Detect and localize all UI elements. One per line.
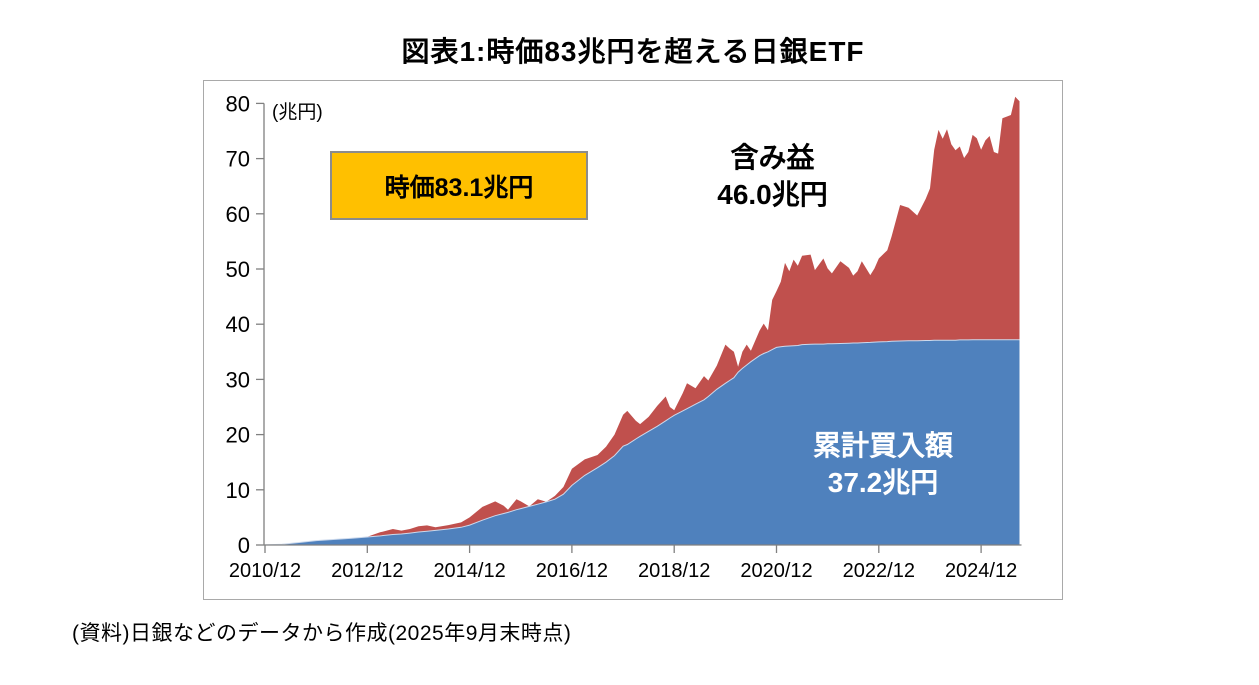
- svg-text:20: 20: [226, 423, 250, 448]
- svg-text:50: 50: [226, 257, 250, 282]
- svg-text:10: 10: [226, 478, 250, 503]
- y-axis: 0 10 20 30 40 50 60 70 80: [226, 91, 265, 558]
- svg-text:80: 80: [226, 91, 250, 116]
- svg-text:2018/12: 2018/12: [638, 560, 710, 582]
- svg-text:60: 60: [226, 202, 250, 227]
- unrealized-gain-label-line1: 含み益: [730, 142, 815, 173]
- unrealized-gain-label-line2: 46.0兆円: [717, 179, 828, 210]
- chart-frame: 0 10 20 30 40 50 60 70 80 2010/12 2012/12 2014/12 2…: [203, 80, 1063, 600]
- svg-text:2020/12: 2020/12: [740, 560, 812, 582]
- book-value-area: [265, 339, 1020, 545]
- book-value-topline: [264, 339, 1020, 546]
- svg-text:2016/12: 2016/12: [536, 560, 608, 582]
- svg-text:2022/12: 2022/12: [843, 560, 915, 582]
- svg-text:70: 70: [226, 147, 250, 172]
- cumulative-purchases-label-line2: 37.2兆円: [827, 467, 939, 498]
- svg-text:2012/12: 2012/12: [331, 560, 403, 582]
- x-axis: 2010/12 2012/12 2014/12 2016/12 2018/12 2020/…: [229, 544, 1022, 582]
- svg-text:2014/12: 2014/12: [433, 560, 505, 582]
- chart-title: 図表1:時価83兆円を超える日銀ETF: [401, 36, 865, 67]
- svg-text:2024/12: 2024/12: [945, 560, 1017, 582]
- svg-text:2010/12: 2010/12: [229, 560, 301, 582]
- market-value-callout-box: 時価83.1兆円: [330, 151, 588, 220]
- source-caption: (資料)日銀などのデータから作成(2025年9月末時点): [72, 622, 572, 645]
- svg-text:0: 0: [238, 533, 250, 558]
- cumulative-purchases-label-line1: 累計買入額: [812, 430, 953, 461]
- market-value-callout-label: 時価83.1兆円: [384, 173, 534, 202]
- cumulative-purchases-label: 累計買入額 37.2兆円: [768, 427, 998, 501]
- unrealized-gain-label: 含み益 46.0兆円: [655, 139, 890, 213]
- axis-unit-label: (兆円): [272, 101, 323, 123]
- svg-text:30: 30: [226, 367, 250, 392]
- svg-text:40: 40: [226, 312, 250, 337]
